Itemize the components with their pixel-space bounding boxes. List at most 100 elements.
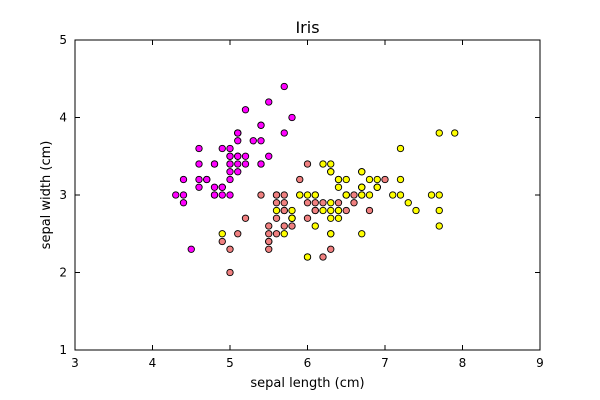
data-point-series-3 [218, 230, 226, 238]
data-point-series-2 [311, 206, 319, 215]
data-point-series-1 [218, 183, 226, 191]
data-point-series-1 [257, 137, 265, 145]
data-point-series-3 [412, 206, 420, 215]
data-point-series-1 [195, 183, 203, 191]
data-point-series-2 [334, 199, 343, 207]
data-point-series-3 [311, 191, 319, 199]
y-axis-label: sepal width (cm) [39, 141, 54, 250]
data-point-series-3 [327, 199, 335, 207]
data-point-series-3 [327, 206, 335, 215]
data-point-series-1 [218, 144, 226, 153]
data-point-series-3 [427, 191, 436, 199]
data-point-series-3 [334, 175, 343, 184]
data-point-series-3 [365, 191, 374, 199]
data-point-series-1 [234, 129, 242, 137]
data-point-series-3 [396, 144, 405, 153]
data-point-series-3 [319, 160, 327, 168]
data-point-series-2 [280, 206, 288, 215]
data-point-series-3 [435, 129, 443, 137]
data-point-series-2 [272, 199, 281, 207]
data-point-series-3 [327, 168, 335, 176]
data-point-series-3 [288, 214, 296, 222]
data-point-series-2 [365, 206, 374, 215]
data-point-series-2 [272, 191, 281, 199]
data-point-series-1 [195, 160, 203, 168]
data-point-series-1 [241, 106, 250, 114]
y-tick-label: 2 [59, 266, 67, 280]
data-point-series-2 [327, 245, 335, 253]
data-point-series-1 [257, 160, 265, 168]
x-tick-label: 7 [381, 356, 389, 370]
data-point-series-3 [319, 206, 327, 215]
data-point-series-1 [226, 144, 234, 153]
data-point-series-2 [311, 199, 319, 207]
data-point-series-3 [327, 230, 335, 238]
data-point-series-2 [241, 214, 250, 222]
data-point-series-1 [179, 175, 188, 184]
data-point-series-1 [226, 175, 234, 184]
data-point-series-1 [187, 245, 195, 253]
data-point-series-1 [241, 160, 250, 168]
data-point-series-3 [334, 214, 343, 222]
data-point-series-3 [451, 129, 459, 137]
data-point-series-1 [249, 137, 257, 145]
data-point-series-3 [435, 222, 443, 230]
data-point-series-1 [172, 191, 180, 199]
x-tick-label: 5 [226, 356, 234, 370]
data-point-series-3 [358, 230, 366, 238]
data-point-series-3 [389, 191, 397, 199]
y-tick-label: 4 [59, 111, 67, 125]
data-point-series-2 [288, 222, 296, 230]
data-point-series-1 [257, 121, 265, 129]
data-point-series-2 [350, 199, 358, 207]
y-tick-label: 1 [59, 343, 67, 357]
data-point-series-2 [265, 237, 273, 246]
data-point-series-2 [350, 191, 358, 199]
y-tick-label: 3 [59, 188, 67, 202]
y-tick-label: 5 [59, 33, 67, 47]
data-point-series-2 [257, 191, 265, 199]
data-point-series-1 [234, 137, 242, 145]
data-point-series-1 [226, 160, 234, 168]
data-point-series-1 [226, 152, 234, 160]
data-point-series-1 [203, 175, 211, 184]
data-point-series-2 [272, 230, 281, 238]
data-point-series-3 [358, 183, 366, 191]
data-point-series-2 [303, 214, 312, 222]
data-point-series-2 [342, 206, 350, 215]
x-tick-label: 4 [149, 356, 157, 370]
data-point-series-3 [303, 253, 312, 261]
data-point-series-3 [396, 191, 405, 199]
data-points [172, 82, 459, 277]
data-point-series-1 [226, 168, 234, 176]
data-point-series-3 [373, 175, 381, 184]
data-point-series-2 [280, 199, 288, 207]
data-point-series-3 [373, 183, 381, 191]
data-point-series-2 [265, 222, 273, 230]
data-point-series-3 [342, 175, 350, 184]
data-point-series-2 [319, 199, 327, 207]
data-point-series-1 [241, 152, 250, 160]
data-point-series-1 [234, 152, 242, 160]
data-point-series-1 [280, 82, 288, 91]
x-tick-label: 9 [536, 356, 544, 370]
data-point-series-1 [210, 160, 219, 168]
data-point-series-1 [210, 191, 219, 199]
data-point-series-3 [311, 222, 319, 230]
data-point-series-3 [334, 183, 343, 191]
data-point-series-2 [303, 160, 312, 168]
data-point-series-1 [226, 191, 234, 199]
data-point-series-1 [179, 191, 188, 199]
data-point-series-2 [265, 230, 273, 238]
data-point-series-1 [280, 129, 288, 137]
data-point-series-2 [226, 268, 234, 277]
data-point-series-2 [319, 253, 327, 261]
data-point-series-2 [296, 175, 304, 184]
data-point-series-2 [265, 245, 273, 253]
data-point-series-2 [218, 237, 226, 246]
data-point-series-3 [342, 191, 350, 199]
chart-title: Iris [295, 18, 319, 37]
